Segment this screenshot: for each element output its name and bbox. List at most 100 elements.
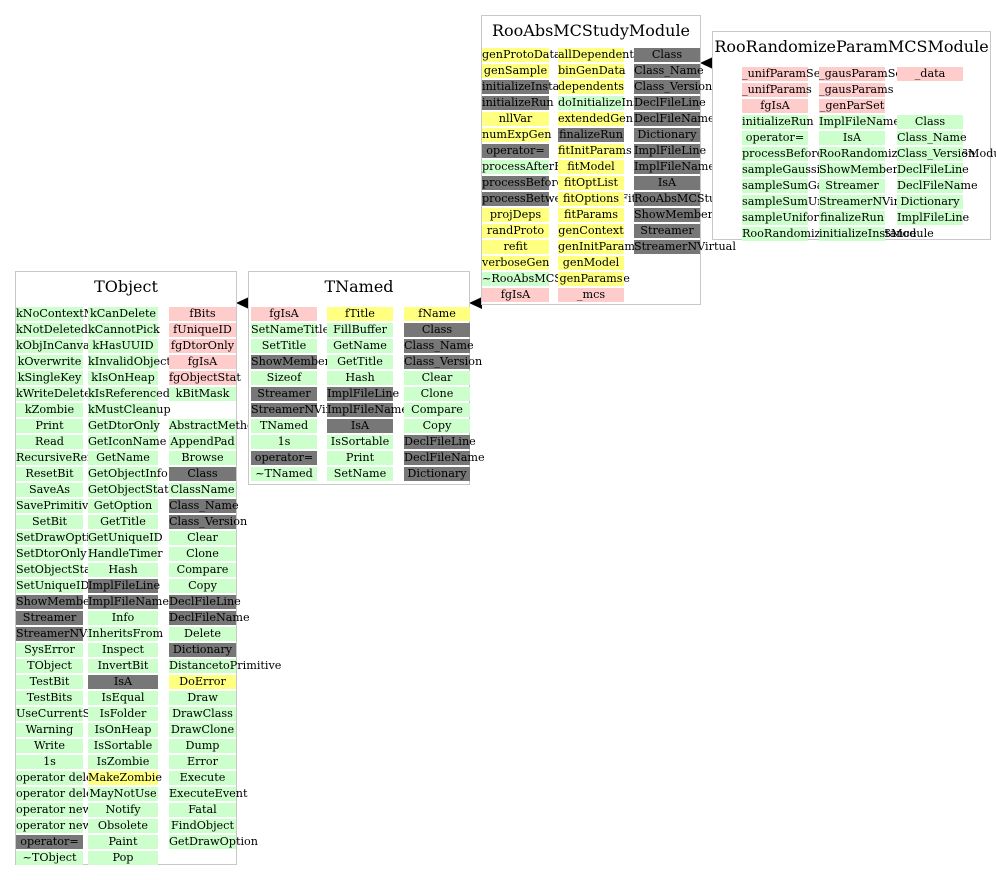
member-cell: SetDrawOption (16, 531, 104, 545)
member-cell: ShowMembers (634, 208, 719, 222)
member-cell: allDependents (558, 48, 640, 62)
member-cell: finalizeRun (558, 128, 624, 142)
member-cell: fitModel (558, 160, 624, 174)
member-cell: Delete (169, 627, 236, 641)
member-cell: Hash (327, 371, 393, 385)
member-cell: IsA (88, 675, 158, 689)
empty-cell (897, 99, 963, 113)
member-cell: IsEqual (88, 691, 158, 705)
member-cell: SetName (327, 467, 393, 481)
member-cell: ImplFileName (634, 160, 715, 174)
member-cell: RooRandomizeParamMCSModule (819, 147, 996, 161)
member-cell: sampleSumUniform (742, 195, 855, 209)
member-cell: Copy (169, 579, 236, 593)
member-cell: 1s (16, 755, 83, 769)
member-cell: Class_Version (404, 355, 483, 369)
member-cell: Execute (169, 771, 236, 785)
member-cell: sampleUniform (742, 211, 830, 225)
member-cell: operator delete[] (16, 787, 113, 801)
member-cell: kIsReferenced (88, 387, 170, 401)
member-cell: SetDtorOnly (16, 547, 87, 561)
member-cell: ImplFileLine (897, 211, 970, 225)
member-cell: _genParSet (819, 99, 885, 113)
member-cell: genInitParams (558, 240, 641, 254)
member-cell: GetDtorOnly (88, 419, 160, 433)
member-cell: HandleTimer (88, 547, 163, 561)
member-cell: RooRandomizeParamMCSModule (742, 227, 934, 241)
member-cell: Dictionary (404, 467, 470, 481)
member-cell: kMustCleanup (88, 403, 171, 417)
member-cell: Dictionary (169, 643, 236, 657)
member-cell: GetDrawOption (169, 835, 258, 849)
member-cell: Clear (169, 531, 236, 545)
member-cell: operator new (16, 803, 93, 817)
member-cell: Class_Version (634, 80, 713, 94)
member-cell: IsOnHeap (88, 723, 158, 737)
member-cell: GetOption (88, 499, 158, 513)
member-cell: DrawClass (169, 707, 236, 721)
member-cell: Class (634, 48, 700, 62)
member-cell: AbstractMethod (169, 419, 261, 433)
member-cell: processBeforeGen (482, 176, 587, 190)
member-cell: Streamer (16, 611, 83, 625)
member-cell: Print (327, 451, 393, 465)
member-cell: FindObject (169, 819, 236, 833)
member-cell: binGenData (558, 64, 626, 78)
member-cell: Class (404, 323, 470, 337)
member-cell: DeclFileLine (634, 96, 706, 110)
member-cell: fgObjectStat (169, 371, 241, 385)
member-cell: StreamerNVirtual (16, 627, 118, 641)
member-cell: GetTitle (88, 515, 158, 529)
member-cell: ~RooAbsMCStudyModule (482, 272, 630, 286)
member-cell: Draw (169, 691, 236, 705)
member-cell: ShowMembers (16, 595, 101, 609)
member-cell: nllVar (482, 112, 549, 126)
member-cell: StreamerNVirtual (634, 240, 736, 254)
member-cell: kOverwrite (16, 355, 83, 369)
member-cell: kInvalidObject (88, 355, 171, 369)
class-box-tobject: TObject kNoContextMenu kNotDeleted kObjInC… (15, 271, 281, 865)
member-cell: StreamerNVirtual (819, 195, 921, 209)
class-box-tnamed: TNamed fgIsA SetNameTitle SetTitle ShowMemb… (248, 271, 485, 485)
member-cell: IsZombie (88, 755, 158, 769)
member-cell: fUniqueID (169, 323, 236, 337)
member-cell: processBetweenGenAndFit (482, 192, 636, 206)
member-cell: Hash (88, 563, 158, 577)
member-cell: Warning (16, 723, 83, 737)
member-cell: kSingleKey (16, 371, 83, 385)
member-cell: Class_Name (634, 64, 704, 78)
member-cell: DoError (169, 675, 236, 689)
member-cell: ImplFileLine (634, 144, 707, 158)
member-cell: ImplFileLine (88, 579, 161, 593)
member-cell: kNotDeleted (16, 323, 88, 337)
member-cell: _unifParamSets (742, 67, 831, 81)
empty-cell (169, 403, 236, 417)
member-cell: AppendPad (169, 435, 236, 449)
member-cell: GetIconName (88, 435, 167, 449)
member-cell: fgIsA (251, 307, 317, 321)
member-cell: kWriteDelete (16, 387, 91, 401)
member-cell: RecursiveRemove (16, 451, 118, 465)
class-box-roorandomizeparammcsmodule: RooRandomizeParamMCSModule _unifParamSet… (712, 31, 996, 241)
member-cell: 1s (251, 435, 317, 449)
member-cell: DeclFileName (169, 611, 250, 625)
member-cell: Write (16, 739, 83, 753)
member-cell: SetUniqueID (16, 579, 90, 593)
member-cell: initializeInstance (482, 80, 580, 94)
member-cell: ImplFileName (819, 115, 900, 129)
member-cell: _gausParams (819, 83, 894, 97)
member-cell: ImplFileName (327, 403, 408, 417)
member-cell: InvertBit (88, 659, 158, 673)
member-cell: Streamer (251, 387, 317, 401)
member-cell: SetTitle (251, 339, 317, 353)
member-cell: SavePrimitive (16, 499, 95, 513)
class-title: TNamed (324, 277, 394, 296)
member-cell: TestBit (16, 675, 83, 689)
member-cell: projDeps (482, 208, 549, 222)
member-cell: fitInitParams (558, 144, 632, 158)
member-cell: extendedGen (558, 112, 633, 126)
member-cell: GetObjectStat (88, 483, 169, 497)
class-title: RooAbsMCStudyModule (491, 21, 691, 40)
member-cell: fgIsA (482, 288, 549, 302)
member-cell: MakeZombie (88, 771, 163, 785)
